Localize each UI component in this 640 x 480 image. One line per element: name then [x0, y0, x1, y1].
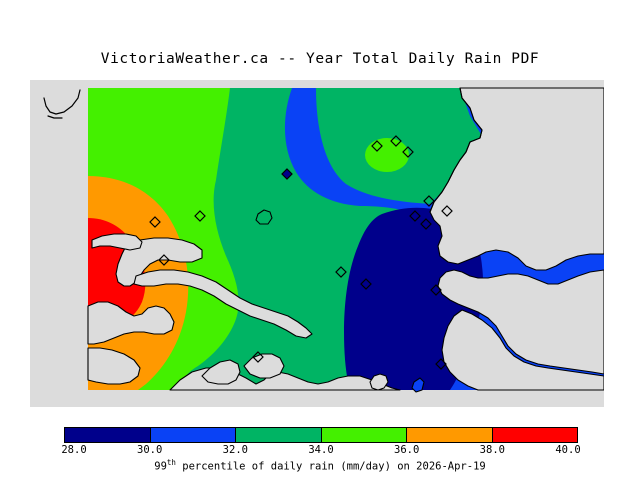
station-marker[interactable]	[435, 358, 447, 370]
contour-blob-34-36	[365, 138, 409, 172]
station-marker[interactable]	[441, 205, 453, 217]
caption-prefix: 99	[154, 460, 167, 473]
station-marker[interactable]	[194, 210, 206, 222]
colorbar[interactable]	[64, 427, 578, 443]
colorbar-tick-2: 32.0	[222, 444, 248, 456]
map-canvas[interactable]	[30, 80, 604, 407]
colorbar-tick-6: 40.0	[555, 444, 581, 456]
station-marker[interactable]	[402, 146, 414, 158]
coast-east-peninsula	[437, 269, 604, 375]
colorbar-tick-3: 34.0	[308, 444, 334, 456]
page-title: VictoriaWeather.ca -- Year Total Daily R…	[100, 51, 540, 67]
colorbar-band-2[interactable]	[235, 428, 321, 442]
coast-southwest-islands	[87, 301, 175, 345]
coast-southeast-landmass	[441, 309, 604, 391]
coast-central-isthmus	[115, 237, 203, 287]
colorbar-band-5[interactable]	[491, 428, 577, 442]
islet-navy-south	[411, 377, 425, 393]
panel-mask-bottom	[30, 390, 604, 407]
coast-central-channel-arm	[133, 269, 313, 339]
coastline-layer	[30, 80, 604, 407]
coast-southwest-island-2	[87, 347, 141, 385]
station-marker[interactable]	[423, 195, 435, 207]
coast-south-inlet-b	[243, 353, 285, 379]
colorbar-wrap	[64, 427, 581, 446]
colorbar-tick-5: 38.0	[479, 444, 505, 456]
caption-superscript: th	[166, 458, 176, 467]
station-marker[interactable]	[390, 135, 402, 147]
coast-south-inlet-a	[201, 359, 241, 385]
station-marker[interactable]	[409, 210, 421, 222]
station-marker[interactable]	[158, 254, 170, 266]
panel-mask-left	[30, 80, 88, 407]
colorbar-tick-4: 36.0	[394, 444, 420, 456]
coast-west-notch	[91, 233, 143, 251]
station-marker[interactable]	[252, 351, 264, 363]
station-marker[interactable]	[430, 284, 442, 296]
panel-mask-top	[30, 80, 604, 88]
colorbar-band-4[interactable]	[406, 428, 492, 442]
colorbar-band-1[interactable]	[149, 428, 235, 442]
colorbar-tick-labels: 28.0 30.0 32.0 34.0 36.0 38.0 40.0	[0, 444, 640, 458]
station-marker[interactable]	[335, 266, 347, 278]
colorbar-tick-1: 30.0	[137, 444, 163, 456]
station-marker[interactable]	[360, 278, 372, 290]
station-marker-filled[interactable]	[281, 168, 293, 180]
map-panel[interactable]	[30, 80, 604, 407]
coast-tidal-hook	[369, 373, 389, 391]
station-markers-open[interactable]	[149, 135, 453, 370]
colorbar-tick-0: 28.0	[61, 444, 87, 456]
station-marker[interactable]	[371, 140, 383, 152]
caption-rest: percentile of daily rain (mm/day) on 202…	[175, 460, 486, 473]
station-marker[interactable]	[420, 218, 432, 230]
colorbar-band-3[interactable]	[320, 428, 406, 442]
station-markers-filled[interactable]	[281, 168, 293, 180]
coast-fragment-outside	[43, 89, 81, 119]
colorbar-caption: 99th percentile of daily rain (mm/day) o…	[0, 458, 640, 473]
station-marker[interactable]	[149, 216, 161, 228]
island-outline-central	[255, 209, 273, 225]
colorbar-band-0[interactable]	[65, 428, 150, 442]
coast-ne-detail	[429, 87, 483, 213]
